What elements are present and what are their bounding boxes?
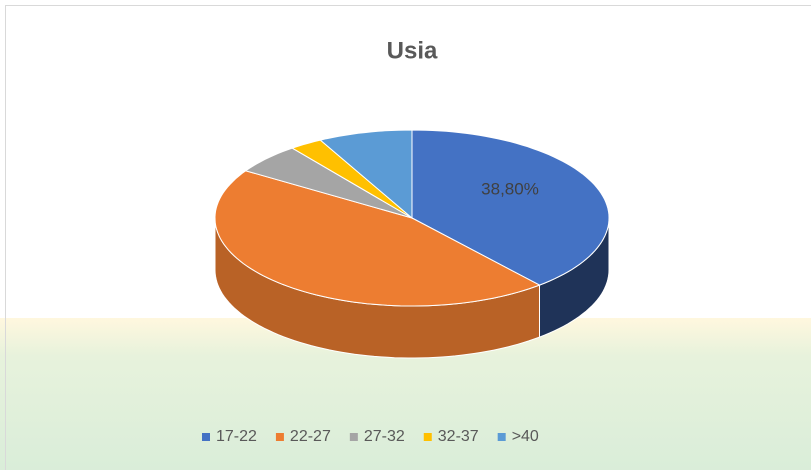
legend-swatch: [275, 433, 284, 441]
legend-swatch: [423, 433, 432, 441]
legend-label: 17-22: [216, 428, 257, 445]
slice: [411, 129, 610, 286]
legend-swatch: [349, 433, 358, 441]
legend-label: 32-37: [438, 428, 479, 445]
slice: [214, 170, 541, 307]
slice: [319, 129, 413, 220]
legend-label: 22-27: [290, 428, 331, 445]
legend-swatch: [497, 433, 506, 441]
legend-label: >40: [512, 428, 539, 445]
slice: [244, 147, 413, 219]
chart-title: Usia: [387, 37, 438, 64]
slice: [290, 139, 413, 219]
legend-swatch: [202, 433, 210, 441]
legend-label: 27-32: [364, 428, 405, 445]
pie: 38,80%: [214, 129, 610, 359]
chart-border: [5, 5, 811, 470]
legend: 17-22 22-27 27-32 32-37 >40: [202, 428, 539, 445]
data-label: 38,80%: [481, 179, 539, 198]
